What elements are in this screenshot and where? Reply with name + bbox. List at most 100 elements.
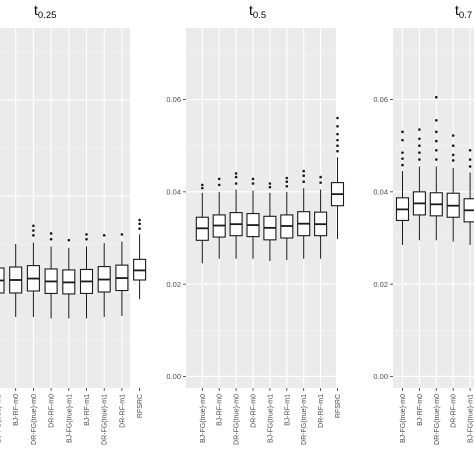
outlier-point [234, 182, 238, 185]
panel-t05: t0.5 0.00 0.02 0.04 0.06 BJ-FG(true)-m0 BJ-RF… [166, 2, 345, 445]
outlier-point [451, 159, 455, 162]
outlier-point [435, 119, 438, 122]
outlier-point [401, 157, 404, 160]
outlier-point [302, 174, 306, 177]
panel-background [186, 28, 336, 388]
outlier-point [401, 151, 404, 154]
outlier-point [435, 139, 438, 143]
outlier-point [102, 234, 106, 237]
outlier-point [468, 165, 472, 168]
outlier-point [85, 233, 88, 236]
outlier-point [451, 153, 455, 157]
outlier-point [302, 169, 306, 173]
y-tick-label: 0.04 [373, 188, 388, 197]
x-tick-label: DR-FG(true)-m0 [31, 394, 38, 445]
outlier-point [251, 177, 255, 181]
outlier-point [468, 149, 472, 152]
y-tick-label: 0.00 [373, 372, 388, 381]
panel-t025: t0.25 BJ-FG(true)-m0 BJ-RF-m0 DR-FG(true)-… [0, 2, 147, 445]
x-tick-label: DR-FG(true)-m1 [301, 394, 308, 445]
x-tick-label: BJ-RF-m1 [84, 394, 91, 426]
outlier-point [85, 237, 88, 241]
outlier-point [32, 224, 35, 228]
x-tick-label: BJ-FG(true)-m1 [66, 394, 73, 443]
outlier-point [451, 144, 455, 147]
outlier-point [138, 227, 141, 230]
outlier-point [234, 172, 238, 175]
outlier-point [319, 175, 322, 179]
outlier-point [302, 180, 306, 183]
x-tick-label: RFSRC [335, 394, 342, 418]
outlier-point [285, 185, 289, 188]
panel-t07: t0.7 0.00 0.02 0.04 0.06 BJ-FG(true)-m0 BJ-RF… [373, 2, 474, 445]
outlier-point [418, 158, 421, 161]
x-tick-label: DR-RF-m0 [251, 394, 258, 428]
outlier-point [401, 130, 404, 134]
y-tick-label: 0.02 [373, 280, 388, 289]
outlier-point [138, 222, 141, 226]
outlier-point [201, 186, 204, 190]
y-tick-label: 0.02 [166, 280, 181, 289]
x-tick-label: BJ-FG(true)-m0 [400, 394, 407, 443]
x-tick-label: BJ-RF-m1 [284, 394, 291, 426]
outlier-point [435, 149, 438, 152]
outlier-point [336, 138, 339, 142]
x-tick-label: RFSRC [137, 394, 144, 418]
outlier-point [401, 163, 404, 167]
outlier-point [268, 185, 272, 189]
x-tick-label: BJ-FG(true)-m1 [468, 394, 474, 443]
outlier-point [451, 134, 455, 137]
outlier-point [49, 237, 53, 241]
outlier-point [285, 180, 289, 183]
outlier-point [418, 128, 421, 131]
y-tick-label: 0.04 [166, 188, 181, 197]
outlier-point [468, 158, 472, 161]
outlier-point [336, 144, 339, 147]
x-tick-label: BJ-FG(true)-m0 [200, 394, 207, 443]
x-tick-label: BJ-RF-m0 [417, 394, 424, 426]
x-tick-label: DR-FG(true)-m0 [234, 394, 241, 445]
outlier-point [217, 183, 221, 187]
x-tick-label: BJ-RF-m0 [13, 394, 20, 426]
outlier-point [138, 218, 141, 222]
x-tick-label: BJ-FG(true)-m0 [0, 394, 3, 443]
x-tick-label: DR-RF-m0 [49, 394, 56, 428]
outlier-point [251, 182, 255, 185]
outlier-point [234, 175, 238, 179]
outlier-point [418, 151, 421, 154]
outlier-point [32, 229, 35, 232]
panel-background [0, 28, 130, 388]
x-tick-label: DR-RF-m1 [119, 394, 126, 428]
x-tick-label: BJ-FG(true)-m1 [267, 394, 274, 443]
x-tick-label: DR-FG(true)-m0 [434, 394, 441, 445]
panel-title: t0.5 [249, 2, 266, 21]
outlier-point [418, 137, 421, 141]
outlier-point [49, 232, 53, 235]
x-tick-label: DR-FG(true)-m1 [102, 394, 109, 445]
outlier-point [268, 182, 272, 185]
y-tick-label: 0.06 [373, 95, 388, 104]
outlier-point [435, 95, 438, 99]
y-tick-label: 0.00 [166, 372, 181, 381]
outlier-point [336, 125, 339, 128]
outlier-point [336, 132, 339, 136]
outlier-point [435, 158, 438, 161]
outlier-point [435, 130, 438, 134]
outlier-point [217, 177, 221, 181]
x-tick-label: DR-RF-m1 [318, 394, 325, 428]
panel-title: t0.25 [34, 2, 56, 21]
outlier-point [336, 116, 339, 120]
outlier-point [67, 238, 71, 242]
panel-title: t0.7 [455, 2, 472, 21]
outlier-point [201, 183, 204, 187]
x-tick-label: BJ-RF-m0 [217, 394, 224, 426]
y-tick-label: 0.06 [166, 95, 181, 104]
outlier-point [319, 181, 322, 184]
x-tick-label: DR-RF-m0 [451, 394, 458, 428]
outlier-point [120, 233, 124, 236]
outlier-point [285, 176, 289, 180]
outlier-point [418, 144, 421, 147]
outlier-point [32, 234, 35, 237]
outlier-point [336, 149, 339, 153]
